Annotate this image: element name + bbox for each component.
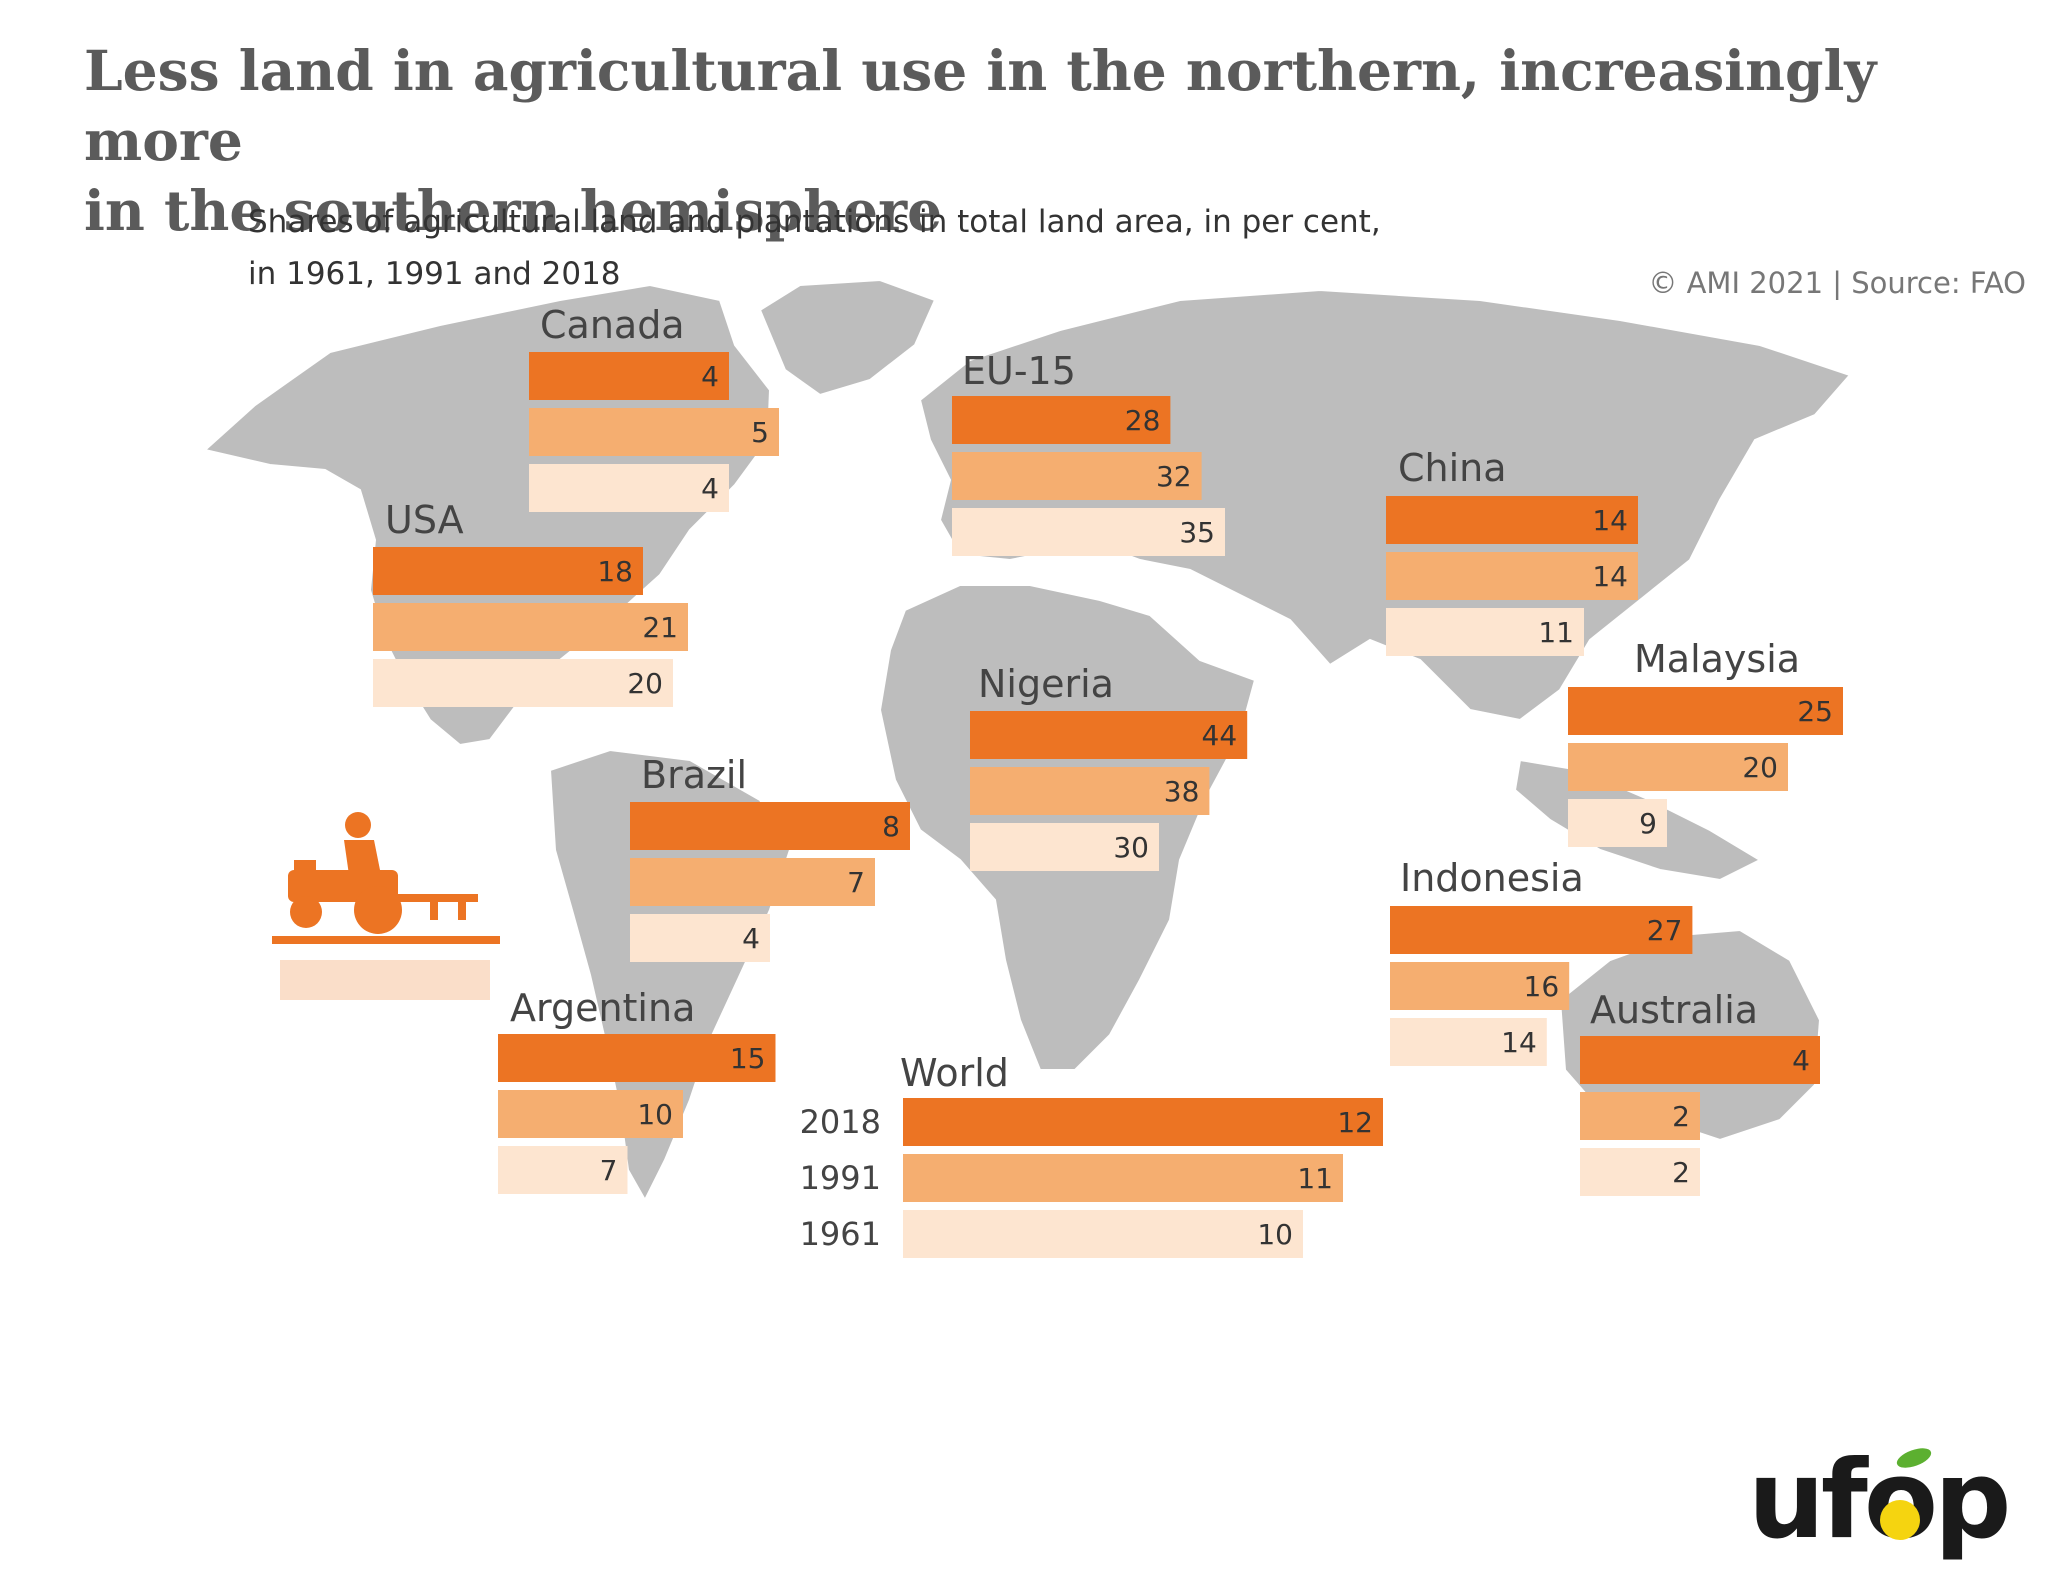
value-label-indonesia-1961: 14 [1501,1026,1537,1059]
bar-world-1991 [903,1154,1343,1202]
value-label-australia-2018: 4 [1792,1044,1810,1077]
bar-canada-1991 [529,408,779,456]
bar-world-2018 [903,1098,1383,1146]
group-label-world: World [900,1051,1009,1095]
bar-argentina-1961 [498,1146,628,1194]
bar-nigeria-1991 [970,767,1210,815]
value-label-malaysia-2018: 25 [1797,695,1833,728]
value-label-eu-15-2018: 28 [1125,404,1161,437]
bar-usa-1991 [373,603,688,651]
bar-brazil-2018 [630,802,910,850]
value-label-indonesia-1991: 16 [1524,970,1560,1003]
value-label-world-1961: 10 [1257,1218,1293,1251]
year-label-2018: 2018 [800,1103,881,1141]
chart-subtitle: Shares of agricultural land and plantati… [248,204,1381,292]
bar-brazil-1991 [630,858,875,906]
group-label-china: China [1398,446,1507,490]
page-title: Less land in agricultural use in the nor… [84,38,1877,243]
value-label-usa-1991: 21 [642,611,678,644]
value-label-australia-1961: 2 [1672,1156,1690,1189]
bar-malaysia-1991 [1568,743,1788,791]
value-label-canada-1961: 4 [701,472,719,505]
bar-argentina-2018 [498,1034,776,1082]
value-label-world-2018: 12 [1337,1106,1373,1139]
value-label-world-1991: 11 [1297,1162,1333,1195]
source-note: © AMI 2021 | Source: FAO [1648,266,2026,300]
group-label-brazil: Brazil [641,753,747,797]
bar-nigeria-1961 [970,823,1159,871]
value-label-nigeria-1991: 38 [1164,775,1200,808]
ufop-logo: ufop [1748,1438,2011,1563]
value-label-nigeria-1961: 30 [1113,831,1149,864]
value-label-canada-2018: 4 [701,360,719,393]
bar-argentina-1991 [498,1090,683,1138]
value-label-nigeria-2018: 44 [1202,719,1238,752]
bar-eu-15-1991 [952,452,1202,500]
value-label-australia-1991: 2 [1672,1100,1690,1133]
value-label-malaysia-1961: 9 [1639,807,1657,840]
group-label-eu-15: EU-15 [962,349,1076,393]
value-label-eu-15-1991: 32 [1156,460,1192,493]
group-label-argentina: Argentina [510,986,695,1030]
bar-nigeria-2018 [970,711,1248,759]
group-label-usa: USA [385,498,464,542]
year-label-1991: 1991 [800,1159,881,1197]
bar-eu-15-2018 [952,396,1171,444]
bar-brazil-1961 [630,914,770,962]
value-label-argentina-2018: 15 [730,1042,766,1075]
value-label-malaysia-1991: 20 [1742,751,1778,784]
group-label-indonesia: Indonesia [1400,856,1584,900]
value-label-eu-15-1961: 35 [1179,516,1215,549]
bar-usa-2018 [373,547,643,595]
bar-china-1991 [1386,552,1638,600]
bar-australia-1961 [1580,1148,1700,1196]
group-label-australia: Australia [1590,988,1758,1032]
value-label-argentina-1961: 7 [600,1154,618,1187]
value-label-china-1991: 14 [1592,560,1628,593]
value-label-brazil-1991: 7 [847,866,865,899]
bar-china-2018 [1386,496,1638,544]
bar-indonesia-2018 [1390,906,1693,954]
map-greenland [758,278,937,397]
value-label-canada-1991: 5 [751,416,769,449]
bar-usa-1961 [373,659,673,707]
value-label-argentina-1991: 10 [637,1098,673,1131]
bar-canada-2018 [529,352,729,400]
bar-canada-1961 [529,464,729,512]
bar-world-1961 [903,1210,1303,1258]
value-label-indonesia-2018: 27 [1647,914,1683,947]
tractor-icon [272,812,500,1000]
value-label-usa-2018: 18 [597,555,633,588]
bar-malaysia-2018 [1568,687,1843,735]
year-label-1961: 1961 [800,1215,881,1253]
group-label-nigeria: Nigeria [978,662,1114,706]
bar-eu-15-1961 [952,508,1225,556]
group-label-malaysia: Malaysia [1634,637,1800,681]
value-label-brazil-2018: 8 [882,810,900,843]
value-label-china-2018: 14 [1592,504,1628,537]
group-label-canada: Canada [540,303,685,347]
bar-australia-2018 [1580,1036,1820,1084]
value-label-usa-1961: 20 [627,667,663,700]
bar-indonesia-1991 [1390,962,1570,1010]
value-label-brazil-1961: 4 [742,922,760,955]
bar-australia-1991 [1580,1092,1700,1140]
bar-malaysia-1961 [1568,799,1667,847]
bar-china-1961 [1386,608,1584,656]
bar-indonesia-1961 [1390,1018,1547,1066]
value-label-china-1961: 11 [1538,616,1574,649]
